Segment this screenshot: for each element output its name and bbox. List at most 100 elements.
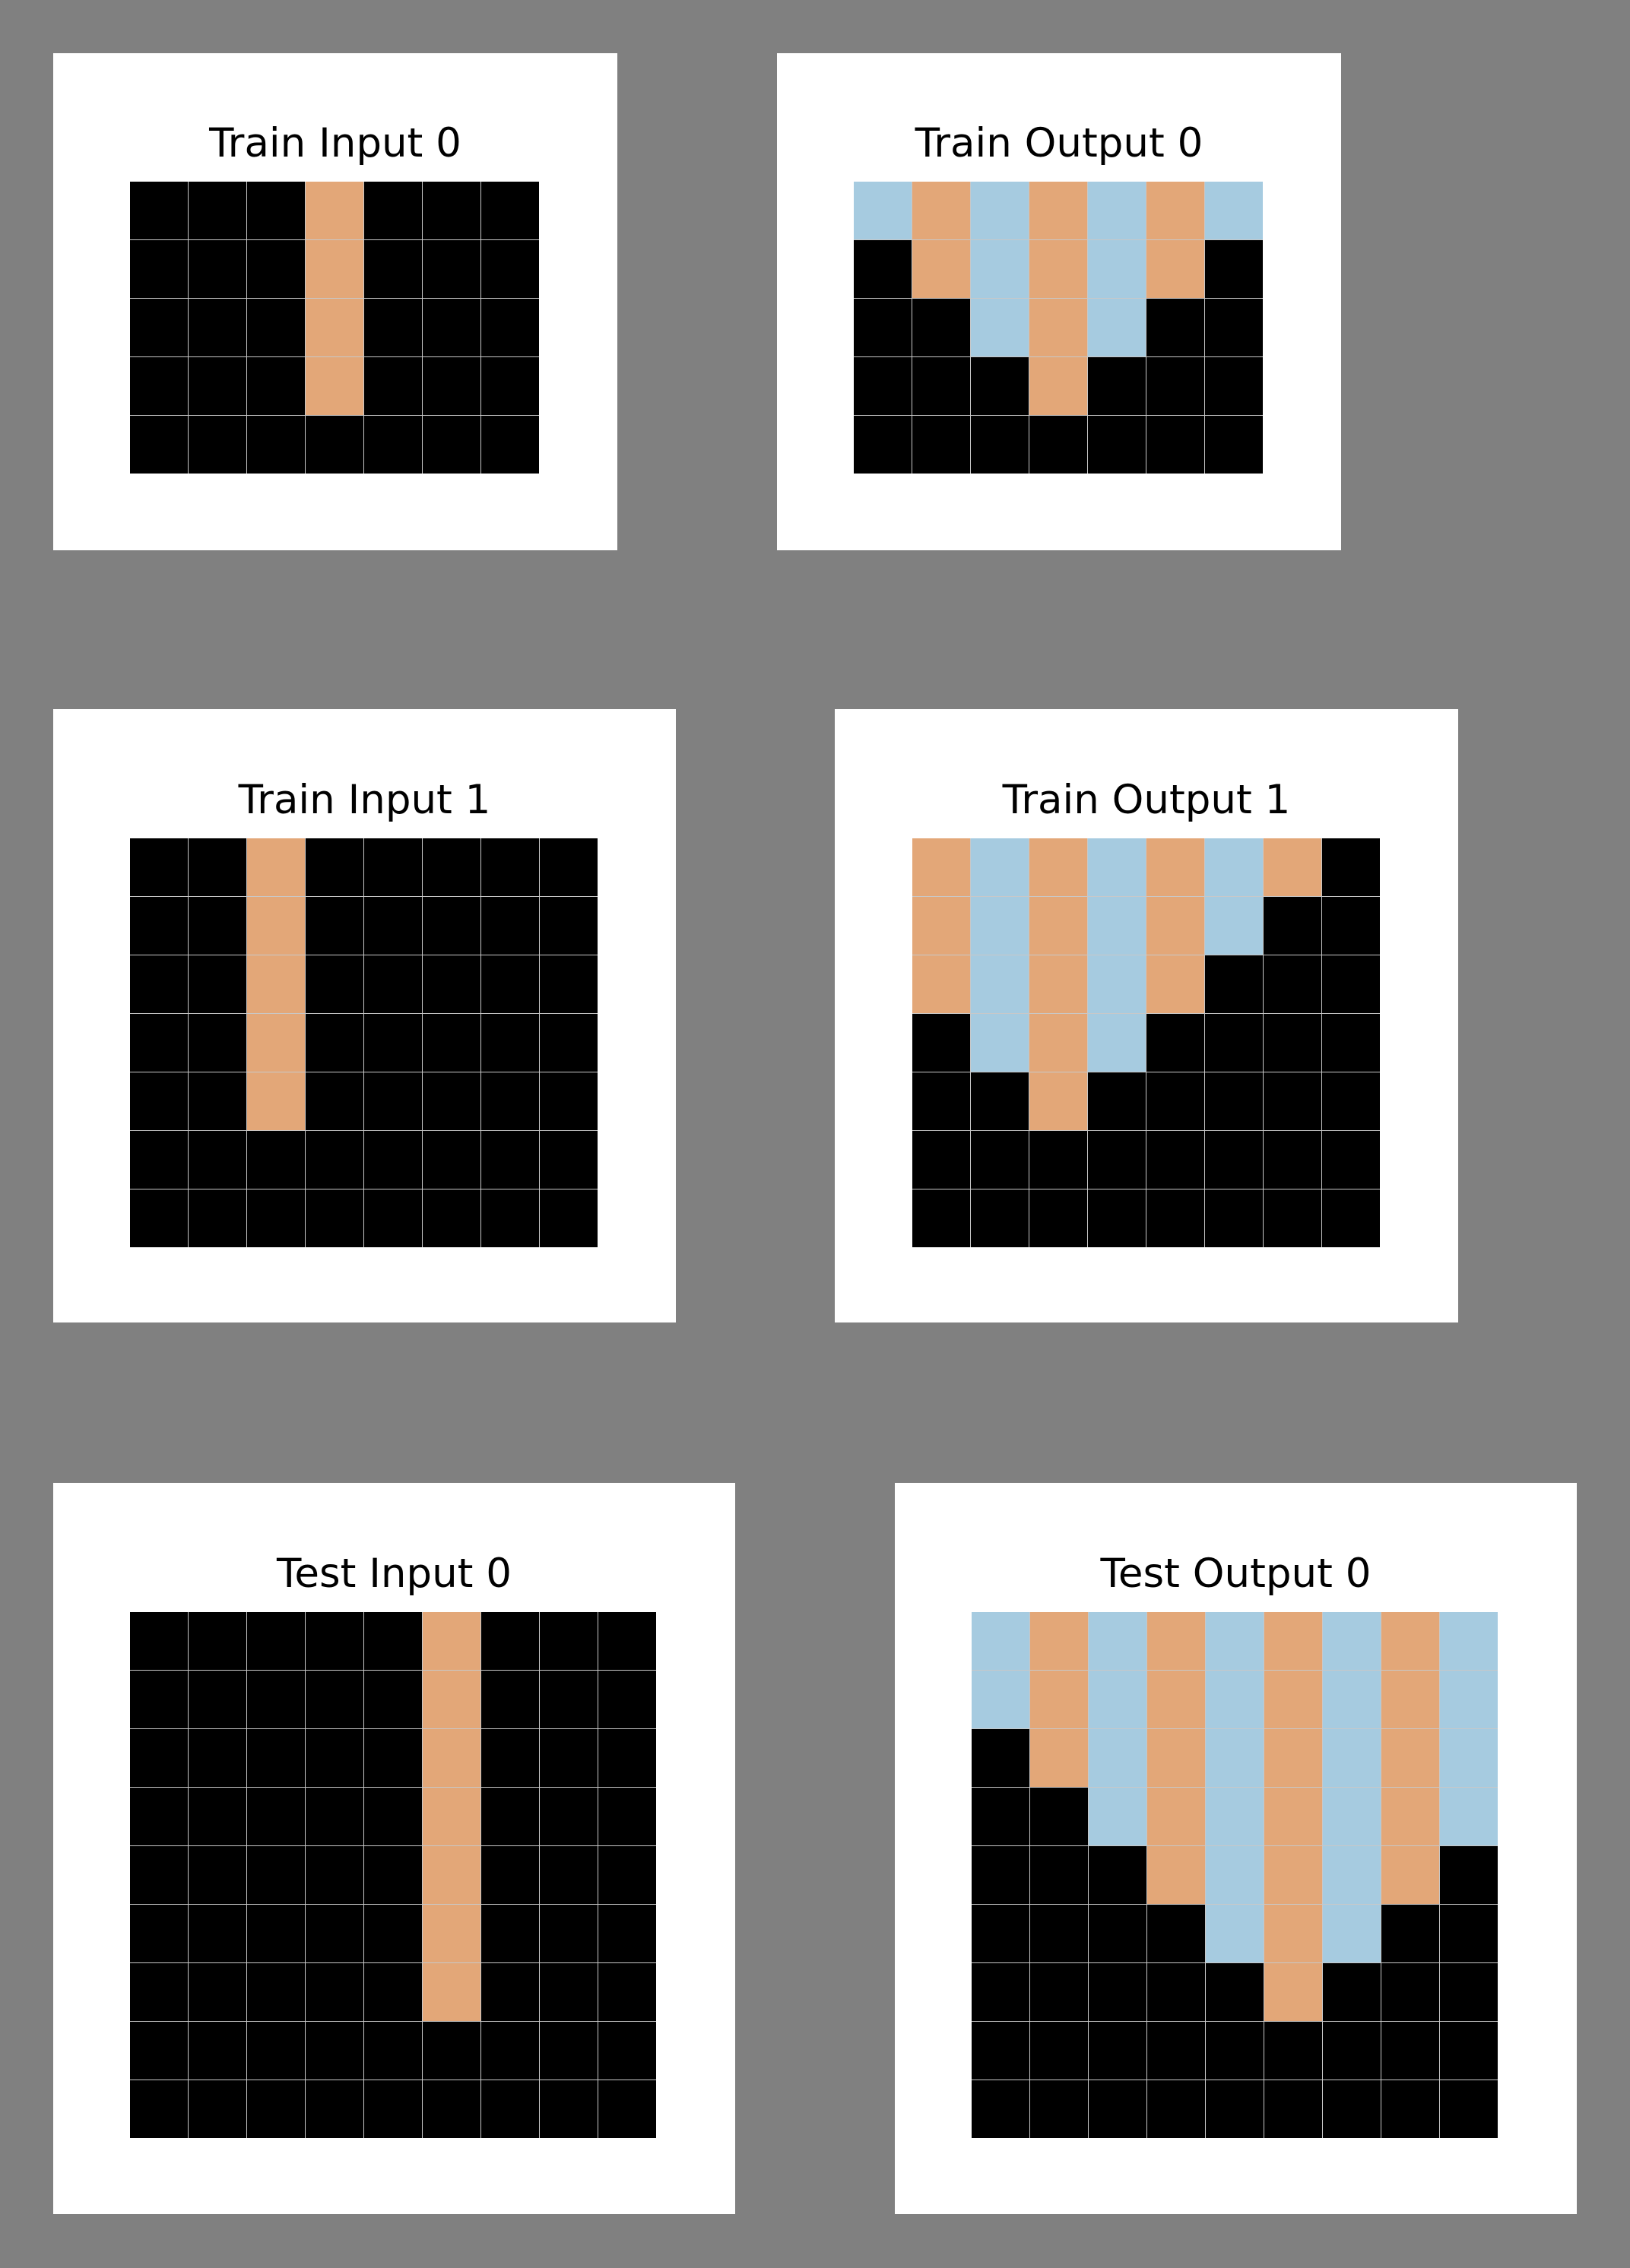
- grid-cell-r1-c4: [1088, 240, 1146, 298]
- grid-cell-r6-c7: [540, 1189, 598, 1247]
- grid-cell-r1-c5: [423, 240, 480, 298]
- grid-cell-r6-c5: [423, 1189, 480, 1247]
- grid-cell-r3-c0: [130, 357, 188, 415]
- grid-cell-r0-c3: [306, 182, 363, 239]
- grid-cell-r2-c0: [130, 1729, 188, 1787]
- grid-cell-r4-c1: [189, 1072, 246, 1130]
- grid-cell-r0-c6: [1323, 1612, 1381, 1670]
- grid-cell-r7-c6: [481, 2022, 539, 2080]
- grid-cell-r4-c0: [854, 416, 912, 474]
- grid-cell-r0-c0: [130, 182, 188, 239]
- grid-cell-r8-c1: [1030, 2080, 1088, 2138]
- grid-cell-r2-c5: [423, 299, 480, 356]
- grid-cell-r3-c2: [971, 357, 1029, 415]
- grid-cell-r3-c5: [1264, 1788, 1322, 1845]
- grid-cell-r6-c8: [1440, 1963, 1498, 2021]
- grid-cell-r3-c0: [130, 1788, 188, 1845]
- grid-cell-r3-c3: [1147, 1788, 1205, 1845]
- grid-cell-r6-c3: [306, 1963, 363, 2021]
- grid-cell-r0-c2: [1029, 838, 1087, 896]
- grid-cell-r4-c1: [189, 1846, 246, 1904]
- grid-cell-r8-c3: [306, 2080, 363, 2138]
- grid-cell-r4-c5: [423, 416, 480, 474]
- grid-cell-r2-c2: [1029, 955, 1087, 1013]
- grid-cell-r3-c2: [247, 1014, 305, 1072]
- grid-cell-r6-c0: [130, 1189, 188, 1247]
- grid-cell-r0-c4: [364, 182, 422, 239]
- grid-cell-r2-c1: [189, 955, 246, 1013]
- grid-cell-r2-c7: [540, 955, 598, 1013]
- grid-cell-r0-c1: [971, 838, 1029, 896]
- grid-cell-r5-c2: [1029, 1131, 1087, 1189]
- grid-cell-r6-c4: [364, 1963, 422, 2021]
- grid-cell-r1-c4: [364, 240, 422, 298]
- grid-cell-r3-c5: [423, 1788, 480, 1845]
- grid-cell-r3-c4: [1088, 357, 1146, 415]
- grid-cell-r3-c4: [1146, 1014, 1204, 1072]
- grid-cell-r3-c6: [1205, 357, 1263, 415]
- grid-cell-r0-c6: [481, 1612, 539, 1670]
- grid-cell-r7-c4: [1206, 2022, 1264, 2080]
- grid-cell-r8-c5: [1264, 2080, 1322, 2138]
- panel-title: Train Input 0: [209, 120, 461, 166]
- grid-cell-r0-c6: [481, 838, 539, 896]
- grid-cell-r2-c2: [247, 299, 305, 356]
- grid-cell-r3-c6: [481, 357, 539, 415]
- grid-cell-r6-c6: [1264, 1189, 1321, 1247]
- grid-cell-r6-c5: [423, 1963, 480, 2021]
- grid-cell-r3-c0: [854, 357, 912, 415]
- panel-title: Train Input 1: [238, 777, 491, 823]
- grid-cell-r1-c4: [364, 1671, 422, 1728]
- grid-cell-r3-c2: [247, 357, 305, 415]
- grid-cell-r8-c1: [189, 2080, 246, 2138]
- grid-cell-r0-c7: [540, 838, 598, 896]
- grid-cell-r0-c5: [1264, 1612, 1322, 1670]
- grid-cell-r0-c6: [1264, 838, 1321, 896]
- grid-cell-r2-c0: [972, 1729, 1029, 1787]
- panel-title: Train Output 0: [915, 120, 1203, 166]
- grid-cell-r2-c4: [364, 955, 422, 1013]
- grid-cell-r4-c4: [1088, 416, 1146, 474]
- grid-cell-r1-c0: [130, 897, 188, 955]
- grid-cell-r5-c5: [1264, 1905, 1322, 1962]
- grid-cell-r5-c5: [1205, 1131, 1263, 1189]
- grid-cell-r4-c1: [971, 1072, 1029, 1130]
- grid-cell-r0-c0: [130, 838, 188, 896]
- grid-cell-r4-c6: [481, 1072, 539, 1130]
- grid-cell-r4-c3: [1029, 416, 1087, 474]
- grid-cell-r3-c4: [364, 1014, 422, 1072]
- grid-cell-r3-c0: [130, 1014, 188, 1072]
- grid-cell-r7-c2: [1089, 2022, 1146, 2080]
- grid-cell-r2-c1: [1030, 1729, 1088, 1787]
- grid-cell-r7-c7: [1381, 2022, 1439, 2080]
- grid-cell-r2-c0: [854, 299, 912, 356]
- grid-cell-r1-c1: [189, 897, 246, 955]
- grid-test-output-0: [972, 1612, 1498, 2138]
- grid-cell-r2-c3: [306, 1729, 363, 1787]
- grid-cell-r8-c8: [598, 2080, 656, 2138]
- grid-cell-r0-c3: [306, 838, 363, 896]
- grid-cell-r2-c0: [130, 955, 188, 1013]
- grid-cell-r2-c2: [247, 1729, 305, 1787]
- grid-cell-r0-c8: [1440, 1612, 1498, 1670]
- grid-cell-r0-c2: [247, 838, 305, 896]
- grid-cell-r1-c3: [1088, 897, 1146, 955]
- grid-cell-r1-c3: [306, 1671, 363, 1728]
- grid-cell-r2-c3: [1088, 955, 1146, 1013]
- grid-cell-r6-c3: [1147, 1963, 1205, 2021]
- grid-cell-r3-c8: [598, 1788, 656, 1845]
- grid-cell-r3-c7: [540, 1788, 598, 1845]
- grid-cell-r2-c1: [971, 955, 1029, 1013]
- grid-cell-r2-c7: [1322, 955, 1380, 1013]
- grid-cell-r6-c6: [1323, 1963, 1381, 2021]
- grid-cell-r7-c0: [130, 2022, 188, 2080]
- grid-cell-r6-c4: [364, 1189, 422, 1247]
- grid-cell-r0-c7: [1322, 838, 1380, 896]
- grid-cell-r3-c0: [972, 1788, 1029, 1845]
- grid-cell-r4-c4: [364, 1846, 422, 1904]
- grid-cell-r8-c8: [1440, 2080, 1498, 2138]
- grid-cell-r2-c0: [912, 955, 970, 1013]
- grid-cell-r1-c3: [306, 240, 363, 298]
- grid-cell-r5-c4: [1146, 1131, 1204, 1189]
- grid-cell-r3-c4: [364, 1788, 422, 1845]
